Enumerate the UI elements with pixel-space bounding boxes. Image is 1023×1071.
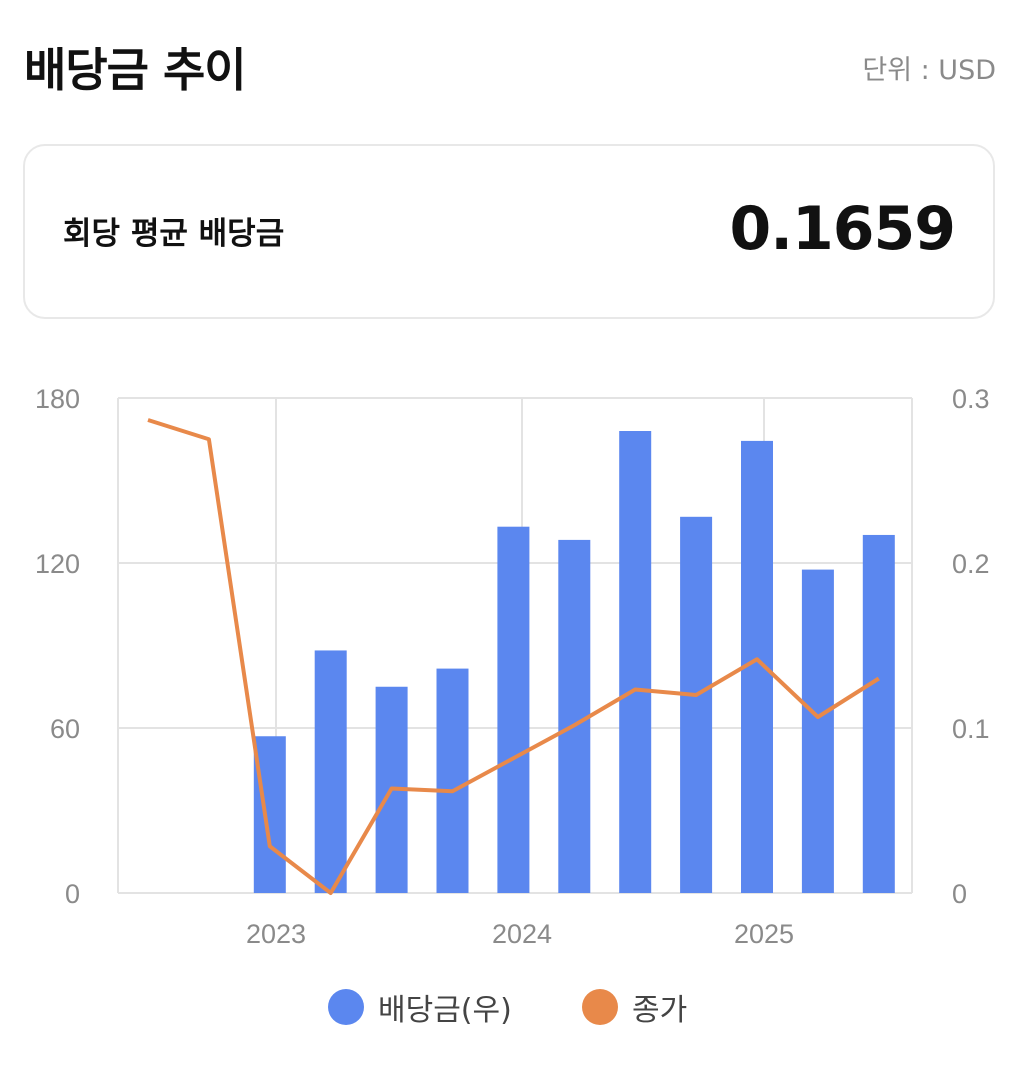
bar [680, 516, 713, 893]
legend-label-dividend: 배당금(우) [378, 993, 512, 1028]
header: 배당금 추이 단위 : USD [24, 30, 996, 100]
average-dividend-label: 회당 평균 배당금 [63, 216, 285, 252]
legend-dot-price [582, 989, 618, 1025]
x-tick-label: 2025 [734, 919, 794, 949]
legend-label-price: 종가 [632, 993, 688, 1028]
y-left-tick-label: 120 [35, 549, 80, 579]
average-dividend-card: 회당 평균 배당금 0.1659 [23, 144, 995, 319]
y-right-tick-label: 0.3 [952, 384, 990, 414]
bar [862, 534, 895, 893]
y-left-tick-label: 180 [35, 384, 80, 414]
bar [558, 539, 591, 893]
legend-dot-dividend [328, 989, 364, 1025]
unit-label: 단위 : USD [862, 55, 996, 86]
legend-item-price[interactable]: 종가 [582, 985, 687, 1029]
y-right-tick-label: 0.1 [952, 714, 990, 744]
x-tick-label: 2023 [246, 919, 306, 949]
chart-legend: 배당금(우) 종가 [0, 985, 1023, 1029]
bar [801, 569, 834, 893]
y-right-tick-label: 0.2 [952, 549, 990, 579]
bar [619, 431, 652, 893]
page-title: 배당금 추이 [24, 43, 247, 97]
bar [436, 668, 469, 893]
y-right-tick-label: 0 [952, 879, 967, 909]
average-dividend-value: 0.1659 [729, 194, 956, 264]
bar [314, 650, 347, 893]
legend-item-dividend[interactable]: 배당금(우) [328, 985, 512, 1029]
x-tick-label: 2024 [492, 919, 552, 949]
dividend-chart: 0 60 120 180 0 0.1 0.2 0.3 2023 2024 2025 [35, 384, 990, 949]
y-left-tick-label: 60 [50, 714, 80, 744]
y-left-tick-label: 0 [65, 879, 80, 909]
bar [497, 526, 530, 893]
